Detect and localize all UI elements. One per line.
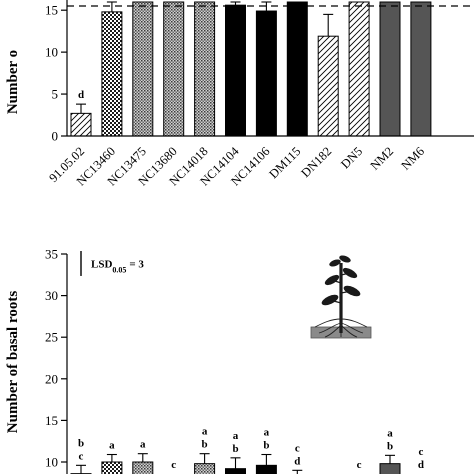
bottom-sig-letter: b	[387, 440, 393, 452]
top-bar	[163, 1, 185, 137]
top-bar	[225, 4, 246, 137]
bottom-y-tick-label: 30	[45, 288, 58, 303]
bottom-bar	[101, 461, 123, 474]
bean-plant-icon	[310, 255, 372, 339]
bottom-y-tick-label: 25	[45, 330, 58, 345]
bottom-bar	[379, 463, 401, 474]
bottom-sig-letter: c	[295, 442, 300, 454]
top-category-label: DN5	[338, 144, 365, 171]
top-bars: d	[70, 1, 432, 137]
lsd-indicator: LSD0.05 = 3	[80, 251, 144, 276]
bottom-sig-letter: a	[264, 427, 270, 439]
top-bar	[70, 112, 92, 137]
bottom-sig-letter: b	[78, 437, 84, 449]
top-category-label: NM2	[368, 144, 397, 173]
top-category-label: DM115	[266, 144, 303, 181]
bottom-bar	[132, 461, 154, 474]
lsd-label: LSD0.05 = 3	[91, 258, 144, 274]
bottom-y-tick-label: 35	[45, 247, 58, 262]
top-bar	[348, 1, 370, 137]
top-y-tick-label: 10	[45, 45, 58, 60]
bottom-sig-letter: c	[357, 459, 362, 471]
bottom-y-tick-label: 10	[45, 455, 58, 470]
top-category-label: NM6	[398, 144, 427, 173]
top-bar	[194, 1, 216, 137]
top-bar	[410, 1, 432, 137]
top-y-tick-label: 5	[52, 87, 59, 102]
top-bar	[317, 35, 339, 137]
top-y-tick-label: 0	[52, 129, 59, 144]
bottom-sig-letter: b	[202, 439, 208, 451]
top-chart-panel: Number o 0 5 10 15 d 91.05.02NC13460NC13475…	[5, 0, 474, 189]
top-category-label: DN182	[298, 144, 334, 180]
top-bar	[132, 1, 154, 137]
bottom-bar	[194, 463, 216, 474]
bottom-sig-letter: c	[418, 446, 423, 458]
bottom-sig-letter: a	[233, 430, 239, 442]
bottom-sig-letter: a	[109, 440, 115, 452]
top-bar	[379, 1, 401, 137]
bottom-sig-letter: b	[263, 440, 269, 452]
top-y-axis-title: Number o	[5, 50, 21, 114]
bottom-sig-letter: a	[202, 426, 208, 438]
bottom-sig-letter: d	[418, 459, 424, 471]
bottom-bar	[225, 468, 246, 474]
top-y-ticks: 0 5 10 15	[45, 3, 67, 144]
bottom-sig-letter: a	[140, 439, 146, 451]
bottom-sig-letter: a	[387, 427, 393, 439]
top-y-tick-label: 15	[45, 3, 58, 18]
bottom-sig-letter: c	[171, 459, 176, 471]
bottom-y-tick-label: 20	[45, 371, 58, 386]
bottom-bar	[255, 464, 277, 474]
bottom-y-ticks: 10 15 20 25 30 35	[45, 247, 67, 470]
bottom-y-axis-title: Number of basal roots	[5, 291, 21, 434]
bottom-sig-letter: b	[232, 443, 238, 455]
top-sig-letter: d	[78, 89, 84, 101]
top-bar	[286, 1, 308, 137]
bottom-sig-letter: c	[79, 450, 84, 462]
top-bar	[255, 10, 277, 137]
top-category-labels: 91.05.02NC13460NC13475NC13680NC14018NC14…	[46, 144, 427, 189]
bottom-y-tick-label: 15	[45, 413, 58, 428]
top-bar	[101, 11, 123, 137]
bottom-sig-letter: d	[294, 455, 300, 467]
